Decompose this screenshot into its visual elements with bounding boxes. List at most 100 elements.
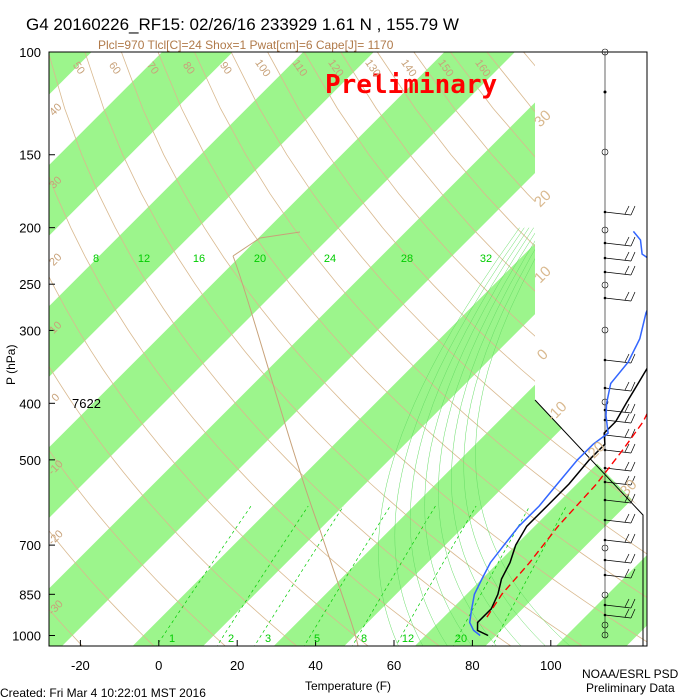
barb-flag	[624, 353, 630, 363]
parcel-path	[486, 412, 647, 618]
dry-adiabat-label: 90	[217, 60, 234, 77]
barb-shaft	[604, 481, 632, 486]
dry-adiabat-label: 60	[106, 60, 123, 77]
barb-flag	[630, 608, 636, 619]
standard-atmosphere-curve	[232, 255, 359, 646]
barb-flag	[630, 265, 636, 276]
isotherm-band	[49, 52, 647, 646]
barb-flag	[630, 251, 636, 262]
barb-flag	[630, 381, 636, 392]
moist-adiabat	[394, 227, 525, 646]
calm-circle	[601, 544, 609, 552]
y-tick-label: 500	[19, 453, 41, 468]
barb-flag	[624, 443, 630, 453]
x-tick-label: 60	[387, 658, 401, 673]
barb-flag	[624, 553, 630, 563]
barb-shaft	[604, 614, 632, 619]
moist-adiabat	[409, 227, 530, 646]
y-tick-label: 850	[19, 587, 41, 602]
barb-flag	[624, 428, 630, 438]
barb-shaft	[604, 419, 632, 424]
calm-circle	[601, 591, 609, 599]
barb-flag	[624, 461, 630, 471]
barb-shaft	[604, 409, 632, 414]
x-axis: -20 0 20 40 60 80 100	[71, 640, 562, 673]
barb-shaft	[604, 211, 632, 216]
barb-flag	[630, 598, 636, 609]
y-tick-label: 100	[19, 45, 41, 60]
mixing-ratio-line	[254, 505, 344, 646]
barb-flag	[630, 493, 636, 504]
moist-adiabat	[475, 227, 571, 646]
barb-shaft	[604, 449, 632, 454]
moist-adiabat	[451, 227, 544, 646]
barb-flag	[630, 513, 636, 524]
dry-adiabat	[303, 52, 647, 428]
barb-flag	[630, 443, 636, 454]
org-label: NOAA/ESRL PSD	[582, 667, 679, 681]
dewpoint-profile	[468, 230, 647, 637]
reference-curves	[232, 231, 359, 646]
dry-adiabat-label: 80	[180, 60, 197, 77]
barb-flag	[624, 475, 630, 485]
barb-shaft	[604, 271, 632, 276]
x-tick-label: 20	[230, 658, 244, 673]
barb-flag	[624, 236, 630, 246]
barb-flag	[624, 291, 630, 301]
isotherm-band	[49, 52, 233, 236]
x-tick-label: 100	[540, 658, 562, 673]
barb-flag	[630, 553, 636, 564]
barb-flag	[630, 461, 636, 472]
dry-adiabat	[267, 52, 647, 470]
barb-shaft	[604, 559, 632, 564]
sounding-series	[468, 230, 647, 637]
x-tick-label: 40	[308, 658, 322, 673]
barb-flag	[624, 533, 630, 543]
barb-shaft	[604, 574, 632, 579]
dry-adiabat-label: 50	[70, 60, 87, 77]
dry-adiabat	[49, 275, 369, 646]
barb-flag	[624, 403, 630, 413]
x-tick-label: 0	[155, 658, 162, 673]
mixing-ratio-line	[216, 505, 309, 646]
created-timestamp: Created: Fri Mar 4 10:22:01 MST 2016	[0, 686, 206, 700]
barb-panel-edge	[534, 399, 644, 646]
barb-flag	[630, 403, 636, 414]
calm-circle	[601, 621, 609, 629]
dry-adiabat	[49, 530, 155, 646]
moist-adiabat	[424, 227, 534, 646]
barb-flag	[630, 533, 636, 544]
barb-shaft	[604, 242, 632, 247]
barb-shaft	[604, 539, 632, 544]
dry-adiabat	[121, 52, 647, 643]
barb-flag	[630, 475, 636, 486]
barb-flag	[624, 568, 630, 578]
barb-shaft	[604, 519, 632, 524]
org-sublabel: Preliminary Data	[586, 681, 675, 695]
dry-adiabat	[49, 52, 512, 646]
chart-title: G4 20160226_RF15: 02/26/16 233929 1.61 N…	[26, 15, 459, 34]
mixing-ratio-line	[395, 505, 477, 646]
y-axis: 100 150 200 250 300 400 500 700 850 1000	[12, 45, 55, 644]
y-tick-label: 200	[19, 221, 41, 236]
mixing-ratio-bottom-label: 3	[265, 633, 271, 645]
barb-flag	[630, 205, 636, 216]
barb-flag	[630, 353, 636, 364]
moist-adiabat	[463, 227, 549, 646]
isotherm-band	[49, 52, 92, 95]
calm-circle	[601, 281, 609, 289]
calm-circle	[601, 226, 609, 234]
barb-flag	[624, 381, 630, 391]
barb-flag	[624, 413, 630, 423]
barb-flag	[624, 251, 630, 261]
isotherm-band	[49, 52, 515, 518]
calm-circle	[601, 398, 609, 406]
isotherm-band	[695, 0, 700, 648]
preliminary-watermark: Preliminary	[325, 70, 497, 100]
dry-adiabat	[84, 52, 583, 646]
x-axis-label: Temperature (F)	[305, 679, 391, 693]
barb-panel-mask	[535, 52, 647, 650]
moist-adiabat	[378, 227, 520, 646]
y-axis-label: P (hPa)	[4, 345, 18, 385]
y-tick-label: 150	[19, 148, 41, 163]
